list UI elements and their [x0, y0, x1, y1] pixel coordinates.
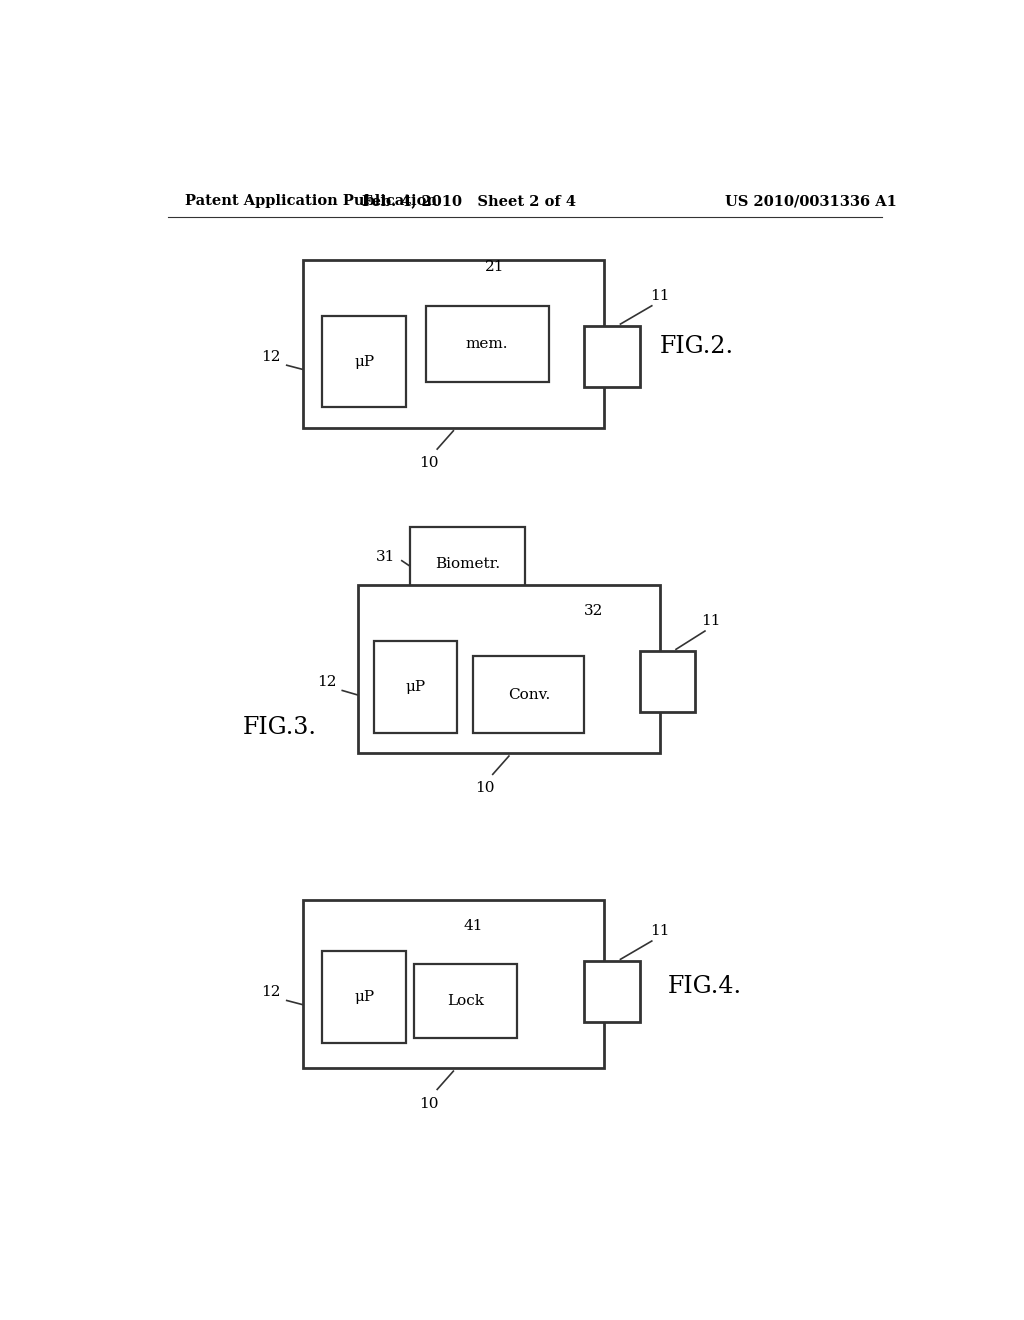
Bar — [585, 961, 640, 1022]
Text: FIG.4.: FIG.4. — [668, 975, 741, 998]
Text: 10: 10 — [420, 1097, 439, 1110]
Text: Patent Application Publication: Patent Application Publication — [185, 194, 437, 209]
Text: 11: 11 — [650, 924, 670, 939]
Text: 32: 32 — [584, 603, 603, 618]
Bar — [414, 965, 517, 1038]
Bar — [303, 900, 604, 1068]
Text: 12: 12 — [261, 350, 281, 364]
Text: μP: μP — [354, 355, 374, 368]
Text: FIG.2.: FIG.2. — [659, 335, 734, 358]
Text: 41: 41 — [464, 919, 483, 933]
Bar — [358, 585, 659, 752]
Text: Feb. 4, 2010   Sheet 2 of 4: Feb. 4, 2010 Sheet 2 of 4 — [362, 194, 577, 209]
Text: FIG.3.: FIG.3. — [243, 715, 317, 739]
Text: 11: 11 — [650, 289, 670, 302]
Text: 21: 21 — [485, 260, 505, 275]
Text: Conv.: Conv. — [508, 688, 550, 701]
Text: 10: 10 — [475, 781, 495, 796]
Text: 31: 31 — [376, 549, 395, 564]
Text: mem.: mem. — [466, 337, 508, 351]
Bar — [410, 528, 525, 601]
Bar — [323, 952, 406, 1043]
Bar — [426, 306, 549, 381]
Text: Lock: Lock — [446, 994, 483, 1008]
Text: μP: μP — [354, 990, 374, 1005]
Text: 11: 11 — [701, 614, 721, 628]
Text: μP: μP — [406, 680, 426, 694]
Bar — [303, 260, 604, 428]
Bar — [473, 656, 585, 733]
Bar — [640, 651, 695, 713]
Bar — [323, 315, 406, 408]
Bar — [585, 326, 640, 387]
Text: 12: 12 — [261, 985, 281, 999]
Text: 10: 10 — [420, 457, 439, 470]
Text: US 2010/0031336 A1: US 2010/0031336 A1 — [725, 194, 896, 209]
Bar — [374, 642, 458, 733]
Text: 12: 12 — [316, 676, 336, 689]
Text: Biometr.: Biometr. — [435, 557, 500, 572]
